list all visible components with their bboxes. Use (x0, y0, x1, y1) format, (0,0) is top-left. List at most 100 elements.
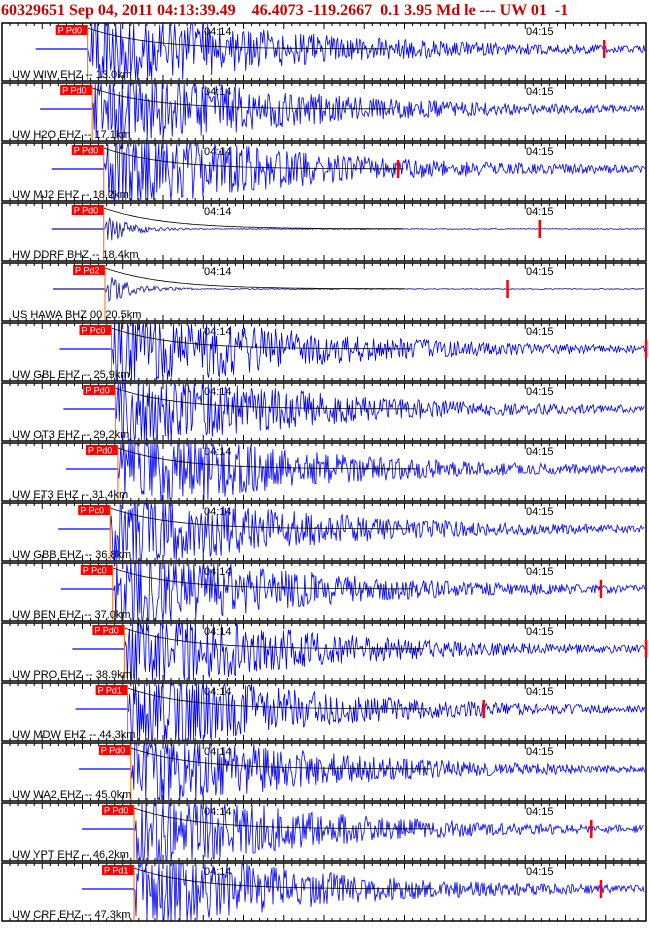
seismogram-panel: 04:14 04:15 P Pd0 UW YPT EHZ -- 46.2km (1, 802, 647, 862)
time-tick-label: 04:14 (204, 266, 232, 278)
time-tick-label: 04:15 (526, 266, 554, 278)
phase-pick-box[interactable] (73, 265, 106, 275)
phase-pick-box[interactable] (83, 385, 116, 395)
time-tick-label: 04:14 (204, 686, 232, 698)
coda-curve (133, 867, 435, 890)
phase-pick-box[interactable] (92, 625, 125, 635)
seismogram-panels: 04:14 04:15 P Pd0 UW WIW EHZ -- 13.0km 04:14… (0, 22, 649, 926)
phase-pick-box[interactable] (78, 505, 111, 515)
phase-pick-label: P Pd0 (88, 446, 112, 456)
station-label: UW YPT EHZ -- 46.2km (12, 849, 129, 861)
waveform-trace (117, 443, 646, 501)
phase-pick-box[interactable] (60, 85, 93, 95)
coda-curve (130, 747, 431, 770)
time-tick-label: 04:15 (526, 386, 554, 398)
phase-pick-box[interactable] (98, 745, 131, 755)
phase-pick-label: P Pd1 (98, 686, 122, 696)
phase-pick-label: P Pd0 (94, 626, 118, 636)
time-tick-label: 04:14 (204, 806, 232, 818)
seismogram-panel: 04:14 04:15 P Pd0 UW MJ2 EHZ -- 18.2km (1, 142, 647, 202)
panel-ticks (1, 563, 647, 621)
seismogram-panel: 04:14 04:15 P Pd0 UW WIW EHZ -- 13.0km (1, 22, 647, 82)
panel-frame (1, 262, 647, 322)
waveform-trace (133, 803, 645, 862)
time-tick-label: 04:15 (526, 566, 554, 578)
phase-pick-box[interactable] (71, 145, 104, 155)
time-tick-label: 04:15 (526, 86, 554, 98)
coda-curve (104, 267, 406, 290)
panel-ticks (1, 23, 647, 81)
coda-curve (103, 147, 404, 170)
station-label: UW BEN EHZ -- 37.0km (12, 609, 131, 621)
station-label: UW MJ2 EHZ -- 18.2km (12, 189, 129, 201)
station-label: UW PRO EHZ -- 38.9km (12, 669, 132, 681)
time-tick-label: 04:14 (204, 326, 232, 338)
panel-ticks (1, 683, 647, 741)
station-label: UW WIW EHZ -- 13.0km (12, 69, 132, 81)
station-label: UW OT3 EHZ -- 29.2km (12, 429, 129, 441)
waveform-trace (91, 82, 645, 141)
phase-pick-box[interactable] (102, 865, 135, 875)
time-tick-label: 04:15 (526, 326, 554, 338)
time-tick-label: 04:14 (204, 626, 232, 638)
time-tick-label: 04:15 (526, 806, 554, 818)
seismogram-panel: 04:14 04:15 P Pd2 US HAWA BHZ 00 20.5km (1, 262, 647, 322)
station-label: UW MDW EHZ -- 44.3km (12, 729, 135, 741)
coda-curve (103, 207, 404, 230)
time-tick-label: 04:15 (526, 506, 554, 518)
panel-ticks (1, 383, 647, 441)
phase-pick-label: P Pd1 (104, 866, 128, 876)
phase-pick-box[interactable] (102, 805, 135, 815)
phase-pick-box[interactable] (85, 445, 118, 455)
time-tick-label: 04:15 (526, 866, 554, 878)
coda-curve (127, 687, 428, 710)
seismogram-panel: 04:14 04:15 P Pd0 UW PRO EHZ -- 38.9km (1, 622, 648, 682)
event-header: 60329651 Sep 04, 2011 04:13:39.49 46.407… (0, 0, 649, 22)
phase-pick-label: P Pc0 (83, 566, 107, 576)
time-tick-label: 04:15 (526, 26, 554, 38)
coda-curve (111, 327, 412, 350)
coda-curve (124, 627, 425, 650)
time-tick-label: 04:15 (526, 626, 554, 638)
waveform-trace (87, 23, 646, 81)
panel-ticks (1, 623, 647, 681)
coda-curve (110, 507, 411, 530)
seismogram-panel: 04:14 04:15 P Pd0 HW DDRF BHZ -- 18.4km (1, 202, 647, 262)
phase-pick-box[interactable] (79, 325, 112, 335)
waveform-trace (109, 502, 645, 562)
phase-pick-label: P Pd0 (58, 26, 82, 36)
phase-pick-label: P Pd0 (74, 146, 98, 156)
time-tick-label: 04:14 (204, 446, 232, 458)
phase-pick-label: P Pd0 (85, 386, 109, 396)
station-label: UW ET3 EHZ -- 31.4km (12, 489, 128, 501)
station-label: UW GBL EHZ -- 25.9km (12, 369, 130, 381)
phase-pick-box[interactable] (80, 565, 113, 575)
panel-ticks (1, 83, 647, 141)
phase-pick-box[interactable] (55, 25, 88, 35)
time-tick-label: 04:14 (204, 146, 232, 158)
phase-pick-label: P Pd0 (74, 206, 98, 216)
time-tick-label: 04:14 (204, 26, 232, 38)
station-label: UW GBB EHZ -- 36.8km (12, 549, 131, 561)
station-label: HW DDRF BHZ -- 18.4km (12, 249, 139, 261)
phase-pick-box[interactable] (95, 685, 128, 695)
station-label: US HAWA BHZ 00 20.5km (12, 309, 141, 321)
phase-pick-label: P Pc0 (81, 326, 105, 336)
time-tick-label: 04:15 (526, 146, 554, 158)
station-label: UW WA2 EHZ -- 45.0km (12, 789, 131, 801)
time-tick-label: 04:15 (526, 746, 554, 758)
panel-ticks (1, 263, 647, 321)
waveform-trace (133, 863, 645, 921)
waveform-trace (103, 143, 646, 201)
panel-ticks (1, 443, 647, 501)
waveform-trace (112, 563, 646, 621)
station-label: UW CRF EHZ -- 47.3km (12, 909, 131, 921)
phase-pick-box[interactable] (71, 205, 104, 215)
